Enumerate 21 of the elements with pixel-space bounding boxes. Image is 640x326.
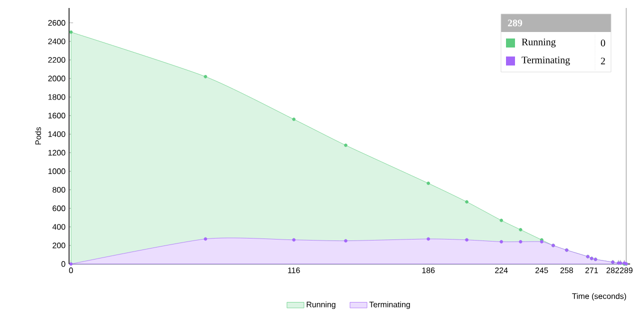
point xyxy=(465,238,468,242)
point xyxy=(292,118,296,121)
point xyxy=(500,240,504,244)
point xyxy=(426,182,430,185)
point xyxy=(204,237,208,241)
annotation: 0 xyxy=(600,40,606,46)
annotation: Terminating xyxy=(522,56,570,66)
point xyxy=(500,218,504,222)
annotation: 289 xyxy=(508,20,522,26)
annotation: Running xyxy=(522,38,556,48)
point xyxy=(465,200,468,204)
point xyxy=(204,74,208,78)
point xyxy=(344,144,348,147)
point xyxy=(518,240,522,244)
point xyxy=(344,239,348,243)
point xyxy=(426,237,430,241)
point xyxy=(518,228,522,232)
point xyxy=(292,238,296,242)
annotation: 2 xyxy=(600,58,605,64)
point xyxy=(69,262,73,266)
point xyxy=(69,30,73,34)
